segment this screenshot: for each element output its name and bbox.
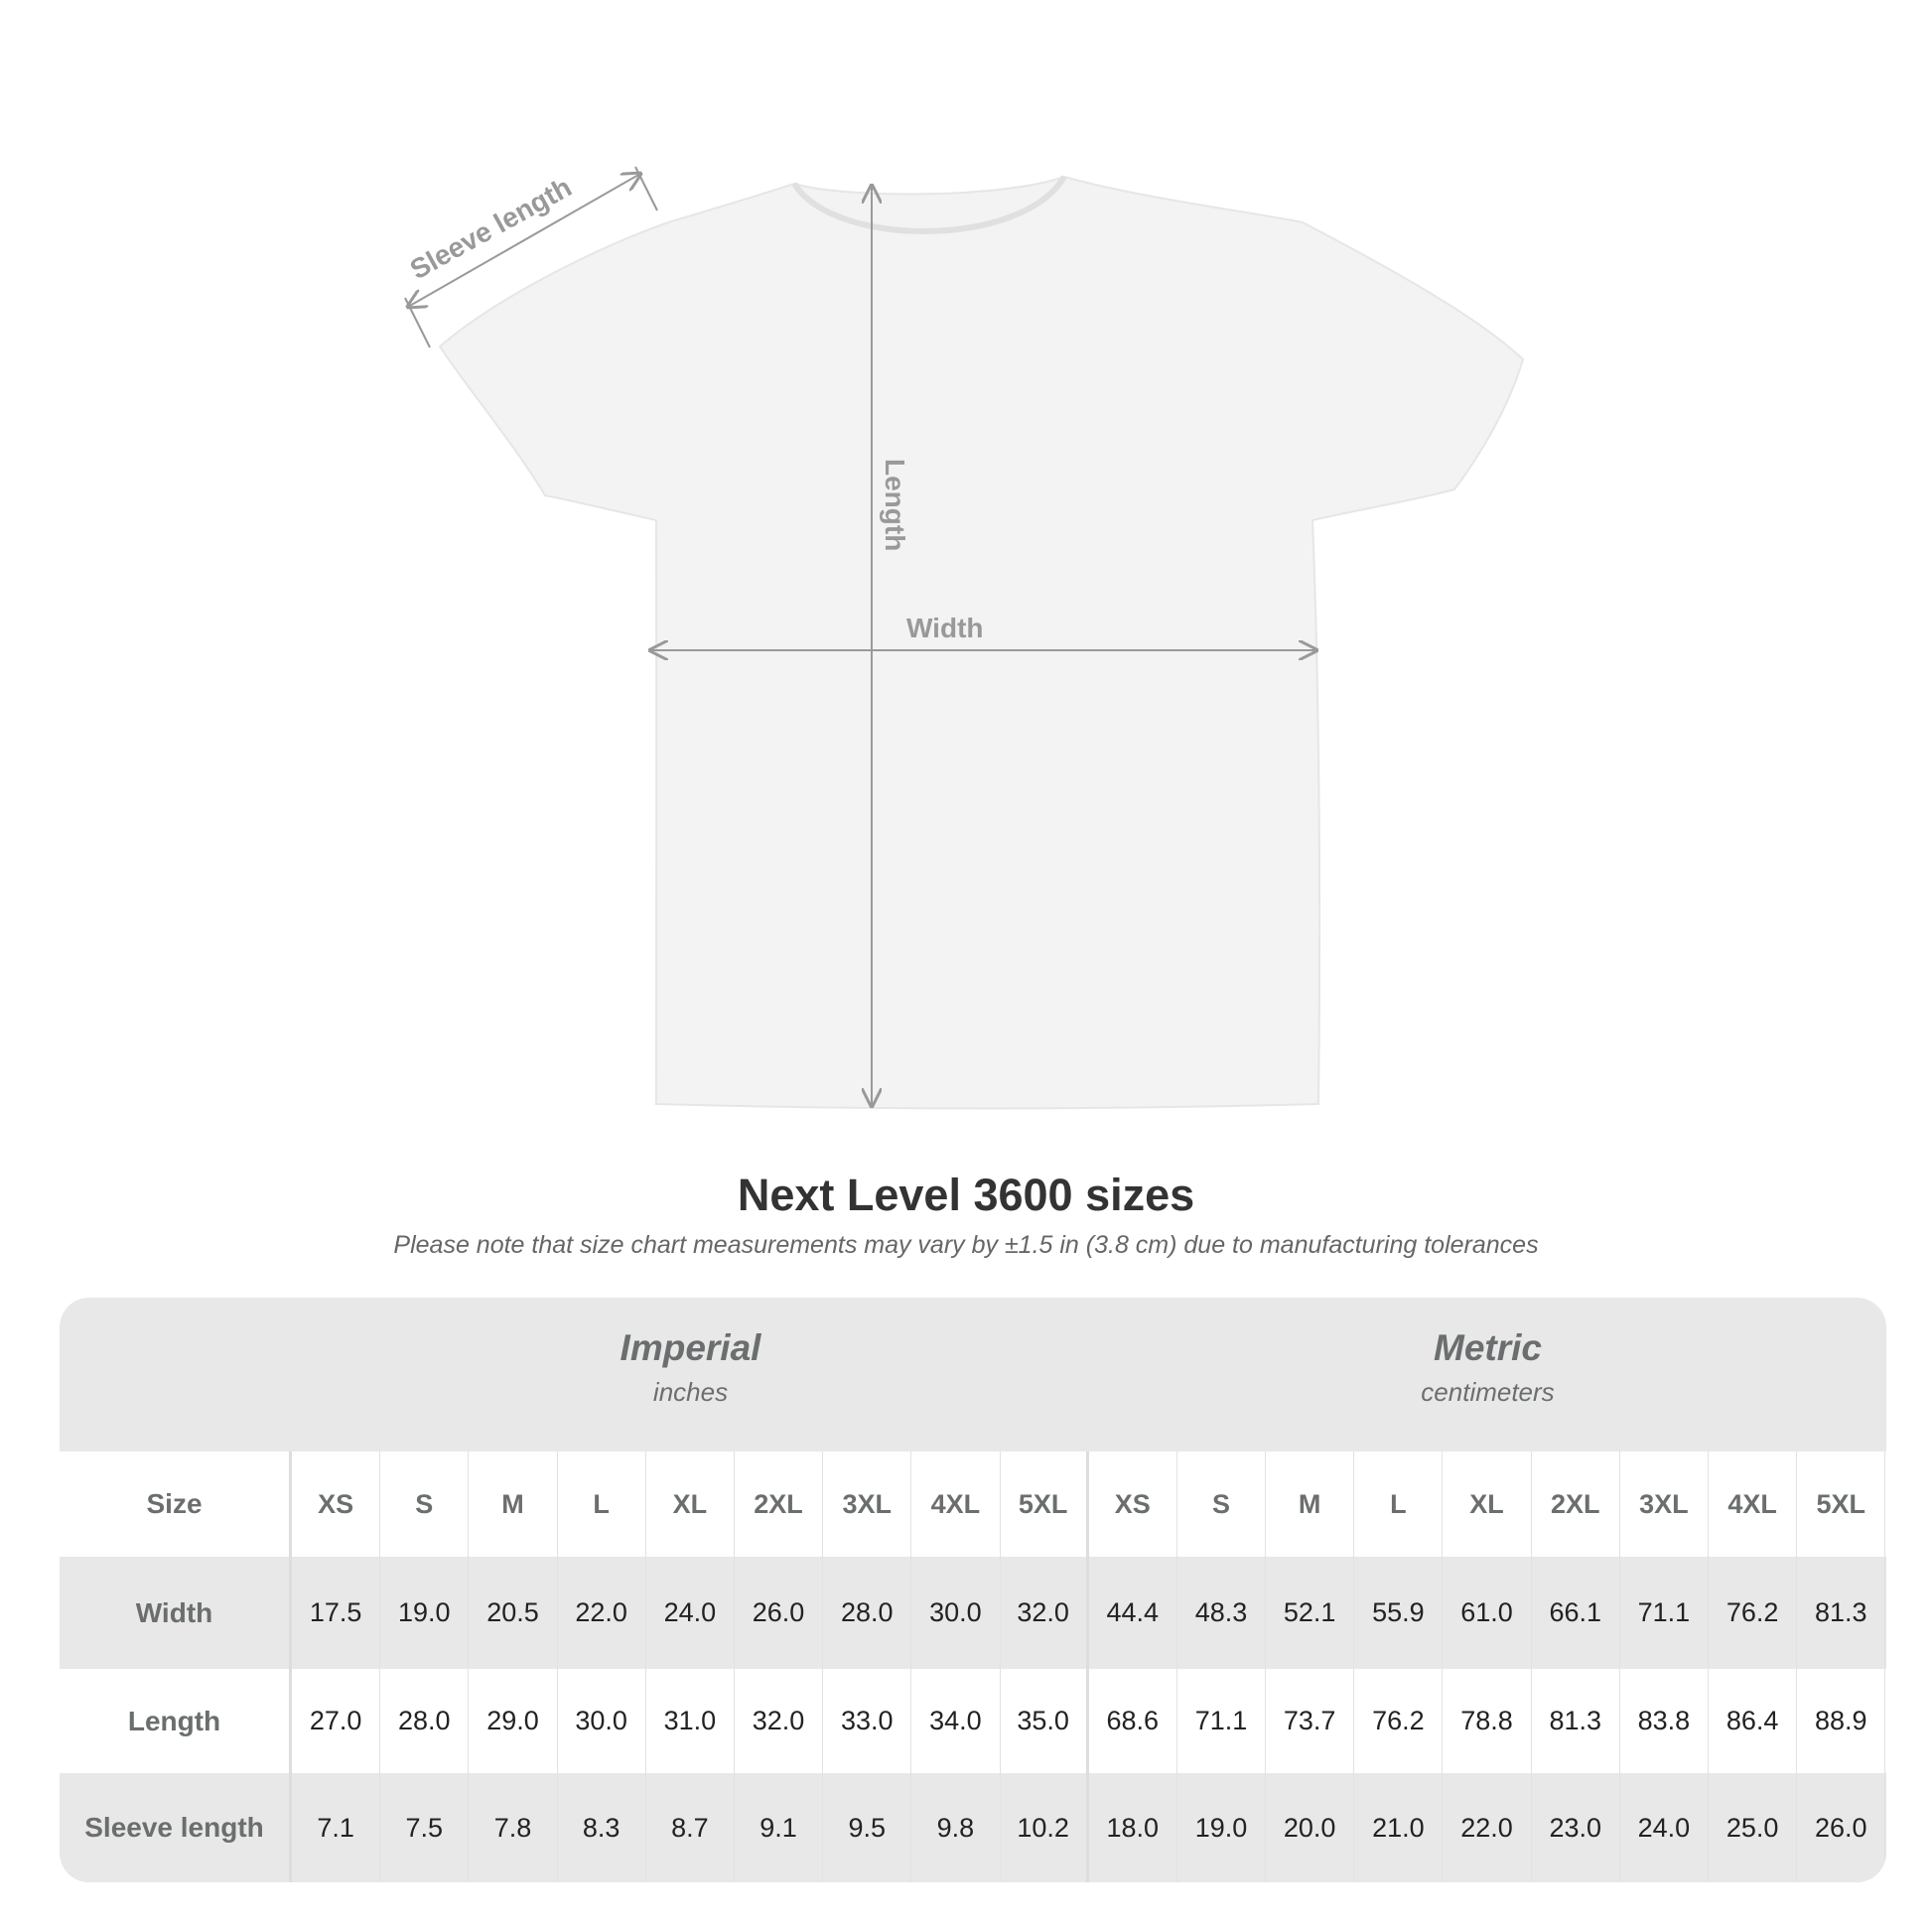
metric-value-cell: 88.9 [1797, 1669, 1886, 1773]
metric-value-cell: 19.0 [1177, 1773, 1267, 1882]
imperial-value-cell: 9.1 [735, 1773, 824, 1882]
sleeve-tick [404, 297, 431, 348]
imperial-value-cell: 29.0 [469, 1669, 558, 1773]
metric-value-cell: 24.0 [1620, 1773, 1709, 1882]
metric-value-cell: 68.6 [1089, 1669, 1177, 1773]
metric-value-cell: 71.1 [1620, 1557, 1709, 1669]
metric-value-cell: 76.2 [1709, 1557, 1798, 1669]
imperial-value-cell: 8.7 [646, 1773, 735, 1882]
imperial-size-s: S [380, 1451, 470, 1557]
metric-value-cell: 76.2 [1354, 1669, 1444, 1773]
metric-value-cell: 48.3 [1177, 1557, 1267, 1669]
imperial-value-cell: 7.8 [469, 1773, 558, 1882]
imperial-value-cell: 30.0 [911, 1557, 1001, 1669]
imperial-size-m: M [469, 1451, 558, 1557]
imperial-unit: inches [652, 1377, 729, 1407]
page-title: Next Level 3600 sizes [737, 1170, 1195, 1220]
imperial-header: Imperial inches [292, 1298, 1089, 1451]
metric-size-m: M [1266, 1451, 1355, 1557]
metric-value-cell: 18.0 [1089, 1773, 1177, 1882]
imperial-value-cell: 24.0 [646, 1557, 735, 1669]
metric-value-cell: 71.1 [1177, 1669, 1267, 1773]
metric-value-cell: 55.9 [1354, 1557, 1444, 1669]
imperial-value-cell: 30.0 [558, 1669, 646, 1773]
metric-size-4xl: 4XL [1709, 1451, 1798, 1557]
metric-value-cell: 21.0 [1354, 1773, 1444, 1882]
sleeve-tick [634, 166, 658, 211]
imperial-value-cell: 9.8 [911, 1773, 1001, 1882]
metric-value-cell: 83.8 [1620, 1669, 1709, 1773]
sleeve-length-label: Sleeve length [405, 172, 577, 286]
row-label: Length [60, 1669, 292, 1773]
imperial-heading: Imperial [620, 1327, 761, 1368]
metric-value-cell: 73.7 [1266, 1669, 1355, 1773]
imperial-value-cell: 35.0 [1001, 1669, 1089, 1773]
width-label: Width [906, 613, 984, 643]
length-label: Length [880, 459, 910, 551]
metric-size-l: L [1354, 1451, 1444, 1557]
metric-unit: centimeters [1421, 1377, 1555, 1407]
imperial-value-cell: 7.5 [380, 1773, 470, 1882]
metric-heading: Metric [1434, 1327, 1542, 1368]
metric-value-cell: 61.0 [1443, 1557, 1532, 1669]
metric-size-xs: XS [1089, 1451, 1177, 1557]
imperial-value-cell: 32.0 [1001, 1557, 1089, 1669]
metric-value-cell: 44.4 [1089, 1557, 1177, 1669]
metric-size-3xl: 3XL [1620, 1451, 1709, 1557]
imperial-value-cell: 27.0 [292, 1669, 381, 1773]
metric-value-cell: 23.0 [1532, 1773, 1620, 1882]
imperial-value-cell: 7.1 [292, 1773, 381, 1882]
metric-value-cell: 86.4 [1709, 1669, 1798, 1773]
table-row-length: Length 27.0 28.0 29.0 30.0 31.0 32.0 33.0 34.0 35… [60, 1669, 1886, 1773]
imperial-value-cell: 9.5 [823, 1773, 912, 1882]
row-label: Sleeve length [60, 1773, 292, 1882]
imperial-value-cell: 19.0 [380, 1557, 470, 1669]
imperial-value-cell: 10.2 [1001, 1773, 1089, 1882]
imperial-value-cell: 26.0 [735, 1557, 824, 1669]
metric-header: Metric centimeters [1089, 1298, 1886, 1451]
imperial-value-cell: 17.5 [292, 1557, 381, 1669]
imperial-value-cell: 31.0 [646, 1669, 735, 1773]
imperial-value-cell: 34.0 [911, 1669, 1001, 1773]
imperial-size-3xl: 3XL [823, 1451, 912, 1557]
imperial-size-2xl: 2XL [735, 1451, 824, 1557]
metric-size-2xl: 2XL [1532, 1451, 1620, 1557]
imperial-value-cell: 28.0 [823, 1557, 912, 1669]
imperial-size-xl: XL [646, 1451, 735, 1557]
size-label: Size [60, 1451, 292, 1557]
imperial-value-cell: 28.0 [380, 1669, 470, 1773]
imperial-value-cell: 20.5 [469, 1557, 558, 1669]
metric-size-5xl: 5XL [1797, 1451, 1886, 1557]
size-header-row: Size XS S M L XL 2XL 3XL 4XL 5XL XS S M L XL 2XL 3XL 4XL 5… [60, 1451, 1886, 1557]
imperial-value-cell: 8.3 [558, 1773, 646, 1882]
size-table: Imperial inches Metric centimeters Size X… [60, 1298, 1886, 1882]
tshirt-diagram: Sleeve length Length Width [0, 166, 1525, 1110]
row-label: Width [60, 1557, 292, 1669]
metric-value-cell: 20.0 [1266, 1773, 1355, 1882]
sleeve-arrow [408, 174, 640, 307]
imperial-size-5xl: 5XL [1001, 1451, 1089, 1557]
imperial-value-cell: 33.0 [823, 1669, 912, 1773]
metric-size-xl: XL [1443, 1451, 1532, 1557]
imperial-value-cell: 32.0 [735, 1669, 824, 1773]
metric-value-cell: 78.8 [1443, 1669, 1532, 1773]
metric-value-cell: 22.0 [1443, 1773, 1532, 1882]
collar [791, 175, 1067, 234]
imperial-value-cell: 22.0 [558, 1557, 646, 1669]
metric-value-cell: 81.3 [1532, 1669, 1620, 1773]
metric-value-cell: 81.3 [1797, 1557, 1886, 1669]
tolerance-note: Please note that size chart measurements… [393, 1231, 1539, 1259]
imperial-size-l: L [558, 1451, 646, 1557]
metric-size-s: S [1177, 1451, 1267, 1557]
table-row-sleeve-length: Sleeve length 7.1 7.5 7.8 8.3 8.7 9.1 9.5 9.8 10.… [60, 1773, 1886, 1882]
metric-value-cell: 26.0 [1797, 1773, 1886, 1882]
imperial-size-4xl: 4XL [911, 1451, 1001, 1557]
metric-value-cell: 66.1 [1532, 1557, 1620, 1669]
metric-value-cell: 52.1 [1266, 1557, 1355, 1669]
table-row-width: Width 17.5 19.0 20.5 22.0 24.0 26.0 28.0 30.0 32.… [60, 1557, 1886, 1669]
metric-value-cell: 25.0 [1709, 1773, 1798, 1882]
imperial-size-xs: XS [292, 1451, 381, 1557]
